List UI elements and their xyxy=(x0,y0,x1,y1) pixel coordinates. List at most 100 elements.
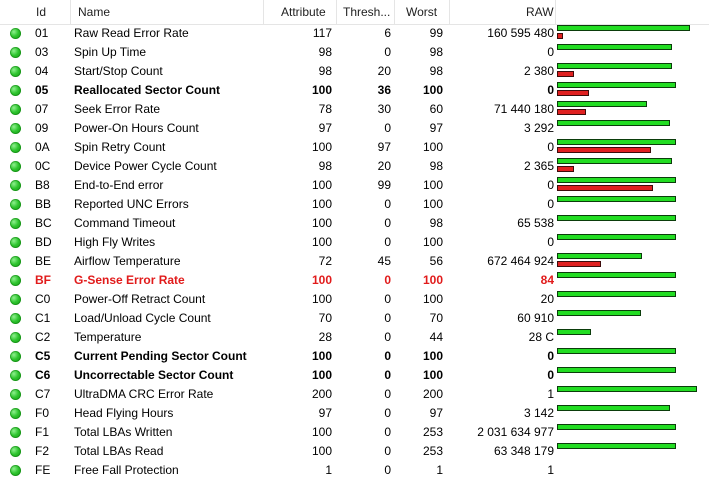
attribute-value: 97 xyxy=(318,121,332,135)
table-row[interactable]: C1 Load/Unload Cycle Count 70 0 70 60 91… xyxy=(0,309,709,328)
table-header: Id Name Attribute Thresh... Worst RAW xyxy=(0,0,709,25)
table-row[interactable]: C0 Power-Off Retract Count 100 0 100 20 xyxy=(0,290,709,309)
attribute-name: Spin Up Time xyxy=(74,45,147,59)
attribute-level-bar xyxy=(557,291,676,297)
threshold-value: 0 xyxy=(384,121,391,135)
table-row[interactable]: BE Airflow Temperature 72 45 56 672 464 … xyxy=(0,252,709,271)
raw-value: 0 xyxy=(547,45,554,59)
column-header-raw[interactable]: RAW xyxy=(526,5,554,19)
attribute-id: 01 xyxy=(35,26,49,40)
column-header-worst[interactable]: Worst xyxy=(406,5,438,19)
threshold-value: 20 xyxy=(377,159,391,173)
attribute-name: Raw Read Error Rate xyxy=(74,26,189,40)
table-row[interactable]: 0A Spin Retry Count 100 97 100 0 xyxy=(0,138,709,157)
status-ok-icon xyxy=(10,256,21,267)
status-ok-icon xyxy=(10,142,21,153)
threshold-level-bar xyxy=(557,90,589,96)
worst-value: 98 xyxy=(429,216,443,230)
table-row[interactable]: 03 Spin Up Time 98 0 98 0 xyxy=(0,43,709,62)
raw-value: 20 xyxy=(540,292,554,306)
worst-value: 253 xyxy=(422,425,443,439)
worst-value: 100 xyxy=(422,292,443,306)
table-row[interactable]: 01 Raw Read Error Rate 117 6 99 160 595 … xyxy=(0,24,709,43)
table-row[interactable]: B8 End-to-End error 100 99 100 0 xyxy=(0,176,709,195)
table-row[interactable]: BC Command Timeout 100 0 98 65 538 xyxy=(0,214,709,233)
column-header-threshold[interactable]: Thresh... xyxy=(343,5,391,19)
attribute-value: 100 xyxy=(311,216,332,230)
table-row[interactable]: F1 Total LBAs Written 100 0 253 2 031 63… xyxy=(0,423,709,442)
column-divider[interactable] xyxy=(336,0,337,24)
status-ok-icon xyxy=(10,237,21,248)
attribute-value: 100 xyxy=(311,444,332,458)
attribute-name: Device Power Cycle Count xyxy=(74,159,217,173)
table-row[interactable]: BF G-Sense Error Rate 100 0 100 84 xyxy=(0,271,709,290)
worst-value: 97 xyxy=(429,121,443,135)
table-row[interactable]: 04 Start/Stop Count 98 20 98 2 380 xyxy=(0,62,709,81)
status-ok-icon xyxy=(10,199,21,210)
worst-value: 100 xyxy=(422,178,443,192)
table-row[interactable]: BB Reported UNC Errors 100 0 100 0 xyxy=(0,195,709,214)
status-ok-icon xyxy=(10,332,21,343)
table-row[interactable]: BD High Fly Writes 100 0 100 0 xyxy=(0,233,709,252)
attribute-name: Total LBAs Written xyxy=(74,425,173,439)
threshold-value: 30 xyxy=(377,102,391,116)
column-header-attribute[interactable]: Attribute xyxy=(281,5,326,19)
status-ok-icon xyxy=(10,180,21,191)
worst-value: 100 xyxy=(422,83,443,97)
column-divider[interactable] xyxy=(449,0,450,24)
attribute-id: 04 xyxy=(35,64,49,78)
threshold-level-bar xyxy=(557,147,651,153)
raw-value: 0 xyxy=(547,83,554,97)
column-header-name[interactable]: Name xyxy=(78,5,111,19)
attribute-level-bar xyxy=(557,44,672,50)
table-row[interactable]: 0C Device Power Cycle Count 98 20 98 2 3… xyxy=(0,157,709,176)
attribute-name: Total LBAs Read xyxy=(74,444,164,458)
attribute-id: F0 xyxy=(35,406,50,420)
attribute-value: 97 xyxy=(318,406,332,420)
status-ok-icon xyxy=(10,47,21,58)
table-row[interactable]: C6 Uncorrectable Sector Count 100 0 100 … xyxy=(0,366,709,385)
raw-value: 1 xyxy=(547,463,554,477)
threshold-level-bar xyxy=(557,261,601,267)
status-ok-icon xyxy=(10,28,21,39)
threshold-value: 0 xyxy=(384,406,391,420)
worst-value: 100 xyxy=(422,235,443,249)
column-divider[interactable] xyxy=(263,0,264,24)
worst-value: 100 xyxy=(422,197,443,211)
attribute-name: High Fly Writes xyxy=(74,235,156,249)
threshold-value: 0 xyxy=(384,235,391,249)
table-row[interactable]: F2 Total LBAs Read 100 0 253 63 348 179 xyxy=(0,442,709,461)
table-row[interactable]: 07 Seek Error Rate 78 30 60 71 440 180 xyxy=(0,100,709,119)
status-ok-icon xyxy=(10,351,21,362)
table-row[interactable]: C5 Current Pending Sector Count 100 0 10… xyxy=(0,347,709,366)
column-header-id[interactable]: Id xyxy=(36,5,47,19)
attribute-name: Airflow Temperature xyxy=(74,254,181,268)
table-row[interactable]: C2 Temperature 28 0 44 28 C xyxy=(0,328,709,347)
column-divider[interactable] xyxy=(394,0,395,24)
attribute-value: 100 xyxy=(311,197,332,211)
attribute-name: Load/Unload Cycle Count xyxy=(74,311,211,325)
threshold-value: 0 xyxy=(384,197,391,211)
table-row[interactable]: 05 Reallocated Sector Count 100 36 100 0 xyxy=(0,81,709,100)
attribute-id: 09 xyxy=(35,121,49,135)
column-divider[interactable] xyxy=(70,0,71,24)
threshold-value: 0 xyxy=(384,311,391,325)
table-row[interactable]: C7 UltraDMA CRC Error Rate 200 0 200 1 xyxy=(0,385,709,404)
threshold-value: 0 xyxy=(384,216,391,230)
attribute-value: 100 xyxy=(311,235,332,249)
threshold-value: 0 xyxy=(384,444,391,458)
threshold-value: 0 xyxy=(384,368,391,382)
column-divider[interactable] xyxy=(555,0,556,24)
table-row[interactable]: 09 Power-On Hours Count 97 0 97 3 292 xyxy=(0,119,709,138)
attribute-id: BF xyxy=(35,273,51,287)
attribute-id: BE xyxy=(35,254,52,268)
worst-value: 56 xyxy=(429,254,443,268)
attribute-level-bar xyxy=(557,196,676,202)
attribute-id: 0A xyxy=(35,140,50,154)
attribute-id: C7 xyxy=(35,387,51,401)
attribute-name: Reallocated Sector Count xyxy=(74,83,221,97)
attribute-name: Power-On Hours Count xyxy=(74,121,199,135)
table-row[interactable]: FE Free Fall Protection 1 0 1 1 xyxy=(0,461,709,480)
worst-value: 1 xyxy=(436,463,443,477)
table-row[interactable]: F0 Head Flying Hours 97 0 97 3 142 xyxy=(0,404,709,423)
